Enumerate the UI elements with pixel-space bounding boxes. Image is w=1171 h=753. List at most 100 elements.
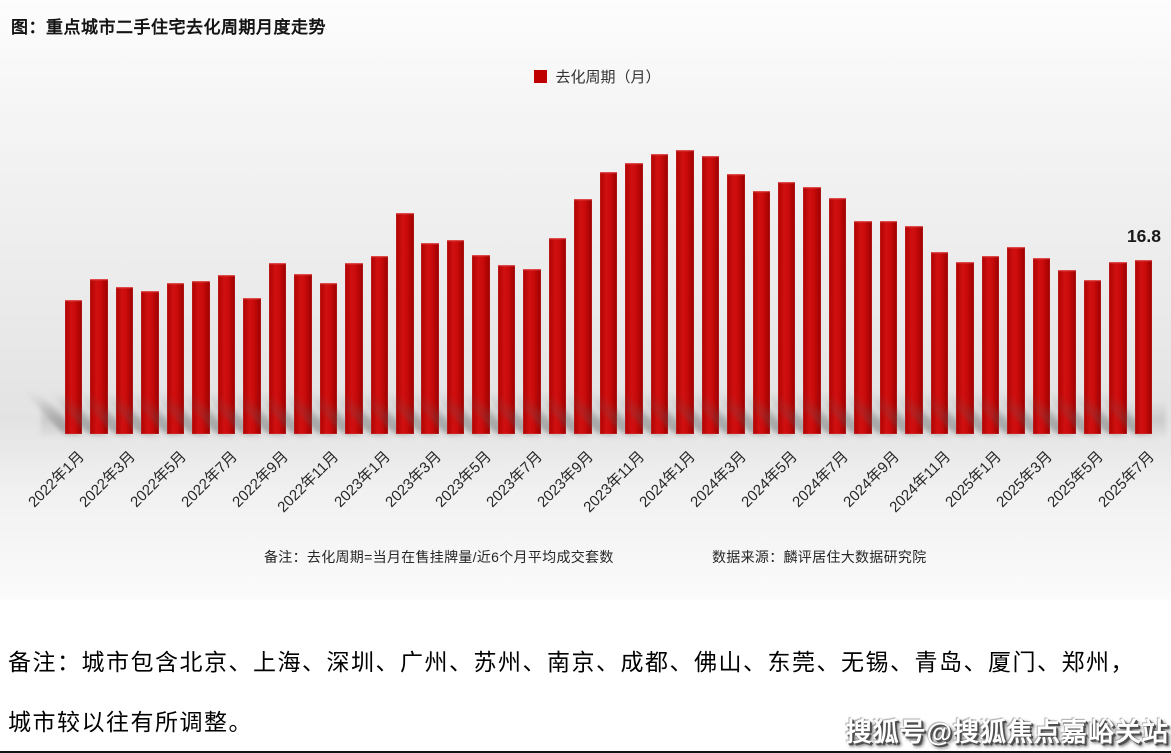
bar bbox=[243, 298, 261, 434]
bar-slot bbox=[559, 0, 621, 434]
bar-slot bbox=[407, 0, 468, 434]
bar bbox=[752, 190, 771, 434]
bar-slot bbox=[712, 0, 774, 434]
bar bbox=[1058, 270, 1076, 434]
bar bbox=[1007, 246, 1025, 434]
bar-slot bbox=[177, 0, 239, 434]
bar bbox=[1109, 262, 1127, 434]
footer-note-line-2: 城市较以往有所调整。 bbox=[8, 710, 253, 735]
bar bbox=[90, 278, 108, 434]
bar bbox=[854, 220, 872, 434]
bar bbox=[523, 269, 541, 434]
bar-slot bbox=[152, 0, 213, 434]
bar bbox=[803, 186, 821, 434]
legend-label: 去化周期（月） bbox=[555, 69, 661, 86]
bar-slot bbox=[890, 0, 952, 434]
bar-slot bbox=[356, 0, 417, 434]
data-source: 数据来源：麟评居住大数据研究院 bbox=[712, 549, 927, 565]
bar-slot bbox=[610, 0, 672, 434]
bar bbox=[115, 286, 134, 434]
bar bbox=[930, 251, 949, 434]
bar-slot bbox=[330, 0, 392, 434]
bar-slot bbox=[1043, 0, 1105, 434]
bar bbox=[727, 174, 745, 434]
bar bbox=[446, 240, 465, 434]
bar bbox=[676, 150, 694, 434]
bar bbox=[701, 156, 720, 434]
bar bbox=[345, 263, 363, 434]
bar-slot bbox=[738, 0, 799, 434]
bar bbox=[472, 254, 490, 434]
bar bbox=[879, 220, 898, 434]
bar-slot bbox=[585, 0, 646, 434]
bar bbox=[141, 291, 159, 434]
bar bbox=[1134, 260, 1152, 434]
bar-slot bbox=[203, 0, 264, 434]
bar-slot bbox=[1094, 0, 1156, 434]
bar-slot bbox=[789, 0, 850, 434]
bar-slot bbox=[687, 0, 748, 434]
bar-slot bbox=[840, 0, 901, 434]
chart-note: 备注：去化周期=当月在售挂牌量/近6个月平均成交套数 bbox=[264, 549, 614, 565]
bar-slot bbox=[254, 0, 315, 434]
plot-area: 16.8 bbox=[25, 0, 1166, 436]
bar-slot bbox=[865, 0, 926, 434]
chart-title: 图：重点城市二手住宅去化周期月度走势 bbox=[11, 18, 326, 37]
bar bbox=[1032, 257, 1051, 434]
bar-slot bbox=[305, 0, 366, 434]
bar-slot bbox=[763, 0, 824, 434]
bottom-divider bbox=[0, 750, 1171, 753]
chart-footnote: 备注：去化周期=当月在售挂牌量/近6个月平均成交套数 数据来源：麟评居住大数据研… bbox=[0, 547, 1171, 571]
legend: 去化周期（月） bbox=[12, 66, 1171, 87]
bar-slot bbox=[228, 0, 290, 434]
bar-slot bbox=[127, 0, 188, 434]
bar bbox=[828, 197, 847, 434]
bar-slot bbox=[1018, 0, 1079, 434]
bar bbox=[294, 273, 312, 434]
bar-slot bbox=[916, 0, 977, 434]
legend-square-icon bbox=[534, 70, 548, 83]
bar bbox=[192, 280, 210, 434]
bar-slot bbox=[101, 0, 162, 434]
footer-note-section: 备注：城市包含北京、上海、深圳、广州、苏州、南京、成都、佛山、东莞、无锡、青岛、… bbox=[0, 600, 1171, 753]
bar bbox=[396, 213, 414, 434]
bar-slot bbox=[534, 0, 595, 434]
bar bbox=[319, 282, 338, 434]
bar bbox=[548, 238, 567, 434]
bar bbox=[650, 154, 669, 434]
bar-slot bbox=[279, 0, 341, 434]
bar-slot bbox=[509, 0, 570, 434]
bar-slot bbox=[25, 0, 86, 434]
bar bbox=[497, 265, 516, 434]
bar bbox=[574, 198, 592, 434]
bar-slot bbox=[814, 0, 875, 434]
bar bbox=[268, 263, 287, 434]
bar bbox=[1083, 279, 1102, 434]
bar bbox=[64, 300, 83, 434]
bar-slot bbox=[483, 0, 544, 434]
bar bbox=[599, 172, 618, 434]
bar bbox=[625, 162, 643, 434]
bar-slot bbox=[992, 0, 1054, 434]
bar bbox=[421, 243, 439, 434]
last-bar-value-label: 16.8 bbox=[1126, 226, 1161, 246]
bar-slot bbox=[636, 0, 697, 434]
footer-note-line-1: 备注：城市包含北京、上海、深圳、广州、苏州、南京、成都、佛山、东莞、无锡、青岛、… bbox=[8, 650, 1135, 675]
chart-card: 图：重点城市二手住宅去化周期月度走势 去化周期（月） 16.8 2022年1月 2… bbox=[0, 0, 1171, 600]
bar-slot bbox=[50, 0, 111, 434]
bar bbox=[905, 225, 923, 434]
bar bbox=[166, 282, 185, 434]
bar bbox=[370, 255, 389, 434]
bar bbox=[956, 262, 974, 434]
x-axis: 2022年1月 2022年3月 2022年5月 2022年7月 2022年9月 2022年… bbox=[25, 434, 1157, 544]
bar bbox=[777, 182, 796, 434]
bar-slot bbox=[432, 0, 493, 434]
bar-slot bbox=[661, 0, 723, 434]
bar-slot bbox=[1069, 0, 1130, 434]
bar-slot bbox=[967, 0, 1028, 434]
bar-slot bbox=[941, 0, 1003, 434]
watermark: 搜狐号@搜狐焦点嘉峪关站 bbox=[845, 717, 1169, 747]
bar bbox=[217, 274, 236, 434]
bar bbox=[981, 255, 1000, 434]
